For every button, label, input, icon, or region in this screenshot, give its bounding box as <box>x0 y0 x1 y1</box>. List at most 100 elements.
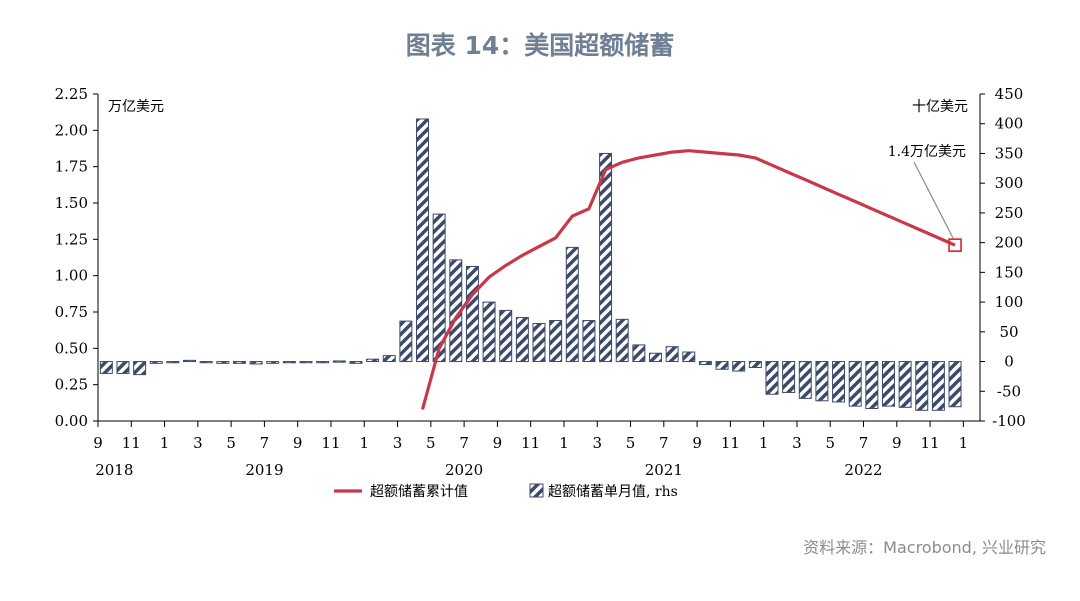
left-tick-label: 0.00 <box>55 412 88 430</box>
bar <box>266 361 280 364</box>
left-tick-label: 1.50 <box>55 194 88 212</box>
bar <box>898 361 912 408</box>
x-tick-label: 11 <box>122 434 141 452</box>
legend-layer <box>334 483 544 498</box>
bar <box>732 361 746 372</box>
bar <box>183 359 197 363</box>
cumulative-line <box>420 149 956 410</box>
x-tick-label: 5 <box>626 434 636 452</box>
bar <box>399 320 413 363</box>
x-tick-label: 1 <box>160 434 170 452</box>
x-tick-label: 1 <box>359 434 369 452</box>
annotation-leader <box>913 161 954 239</box>
left-tick-label: 2.25 <box>55 85 88 103</box>
year-label: 2020 <box>445 461 483 479</box>
source-note: 资料来源：Macrobond, 兴业研究 <box>803 538 1046 557</box>
left-tick-label: 1.75 <box>55 158 88 176</box>
annotation-label: 1.4万亿美元 <box>888 144 966 160</box>
axes-layer: 0.00 0.25 0.50 0.75 1.00 1.25 1.50 1.75 2.00 2.25… <box>55 85 1026 479</box>
bar <box>648 352 662 363</box>
legend-line-label: 超额储蓄累计值 <box>370 484 468 500</box>
bar <box>582 320 596 363</box>
left-tick-label: 1.00 <box>55 267 88 285</box>
bar <box>332 360 346 363</box>
x-tick-label: 7 <box>859 434 869 452</box>
x-tick-label: 11 <box>321 434 340 452</box>
x-tick-label: 11 <box>921 434 940 452</box>
x-tick-label: 11 <box>721 434 740 452</box>
legend-bar-label: 超额储蓄单月值, rhs <box>548 484 678 500</box>
bar <box>515 317 529 363</box>
year-label: 2019 <box>245 461 283 479</box>
x-tick-label: 1 <box>959 434 969 452</box>
bar <box>216 361 230 364</box>
left-tick-label: 0.75 <box>55 303 88 321</box>
line-layer <box>420 149 962 410</box>
x-tick-label: 9 <box>692 434 702 452</box>
bar <box>299 361 313 364</box>
x-tick-label: 11 <box>521 434 540 452</box>
endpoint-marker <box>948 238 962 252</box>
bar <box>116 361 130 374</box>
x-tick-label: 3 <box>393 434 403 452</box>
right-tick-label: 300 <box>995 174 1024 192</box>
x-tick-label: 3 <box>792 434 802 452</box>
bar <box>698 361 712 366</box>
labels-layer: 万亿美元 十亿美元 1.4万亿美元 超额储蓄累计值 超额储蓄单月值, rhs <box>108 99 968 500</box>
bar <box>382 355 396 363</box>
bar <box>349 361 363 364</box>
bar <box>832 361 846 403</box>
bar <box>815 361 829 402</box>
x-tick-label: 1 <box>759 434 769 452</box>
right-tick-label: -50 <box>997 382 1021 400</box>
left-axis-unit: 万亿美元 <box>108 99 164 115</box>
bar <box>915 361 929 411</box>
bar <box>149 361 163 364</box>
bar <box>881 361 895 407</box>
bar <box>798 361 812 399</box>
bar <box>632 344 646 363</box>
bar <box>765 361 779 395</box>
bar <box>199 361 213 364</box>
right-axis-unit: 十亿美元 <box>912 99 968 115</box>
bar <box>232 361 246 364</box>
left-tick-label: 2.00 <box>55 121 88 139</box>
bar <box>865 361 879 410</box>
x-tick-label: 3 <box>592 434 602 452</box>
bar <box>782 361 796 393</box>
legend-bar-swatch <box>529 483 544 498</box>
right-tick-label: 450 <box>995 85 1024 103</box>
right-tick-label: 400 <box>995 115 1024 133</box>
bars-layer <box>99 118 962 411</box>
right-tick-label: 250 <box>995 204 1024 222</box>
x-tick-label: 9 <box>93 434 103 452</box>
x-tick-label: 7 <box>659 434 669 452</box>
right-tick-label: 350 <box>995 144 1024 162</box>
right-tick-label: 0 <box>1004 353 1014 371</box>
year-label: 2022 <box>844 461 882 479</box>
bar <box>432 213 446 363</box>
x-tick-label: 9 <box>493 434 503 452</box>
x-tick-label: 5 <box>825 434 835 452</box>
bar <box>249 361 263 365</box>
right-tick-label: -100 <box>992 412 1026 430</box>
x-tick-label: 9 <box>293 434 303 452</box>
x-tick-label: 7 <box>459 434 469 452</box>
right-tick-label: 150 <box>995 263 1024 281</box>
bar <box>416 118 430 363</box>
bar <box>532 322 546 363</box>
bar <box>465 265 479 363</box>
right-tick-label: 200 <box>995 234 1024 252</box>
bar <box>565 246 579 363</box>
bar <box>748 361 762 368</box>
x-tick-label: 1 <box>559 434 569 452</box>
bar <box>282 361 296 364</box>
bar <box>848 361 862 407</box>
bar <box>482 301 496 363</box>
bar <box>665 346 679 363</box>
x-tick-label: 9 <box>892 434 902 452</box>
left-tick-label: 0.25 <box>55 376 88 394</box>
right-tick-label: 100 <box>995 293 1024 311</box>
bar <box>316 361 330 364</box>
